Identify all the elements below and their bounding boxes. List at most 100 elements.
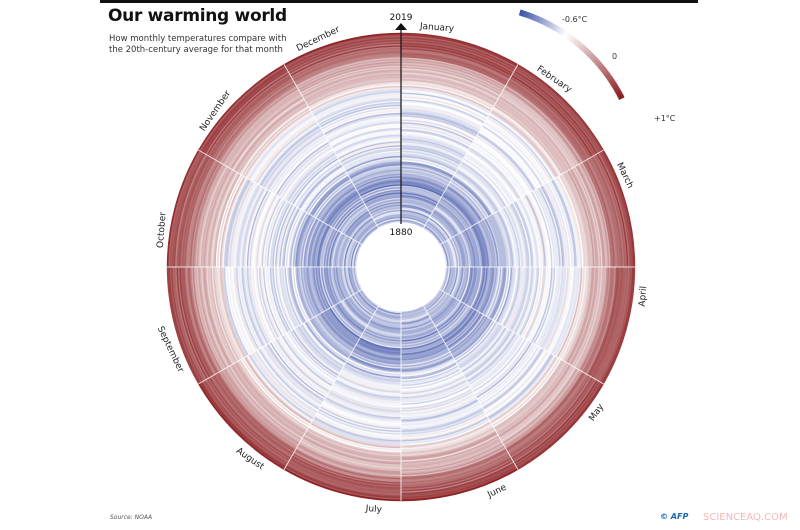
ring-segment [181,157,213,268]
ring-segment [400,342,446,356]
ring-segment [237,103,308,174]
ring-segment [486,216,502,268]
ring-segment [320,226,333,268]
ring-segment [538,266,561,347]
ring-segment [226,92,301,167]
ring-segment [569,168,598,268]
ring-segment [345,298,370,323]
ring-segment [202,68,288,154]
ring-segment [400,182,444,196]
ring-segment [376,308,402,317]
ring-segment [438,199,469,230]
ring-segment [185,266,217,375]
ring-segment [291,266,308,322]
ring-segment [249,353,315,419]
ring-segment [495,361,567,433]
ring-segment [570,266,599,366]
ring-segment [199,382,286,469]
ring-segment [295,55,402,86]
ring-segment [320,186,356,222]
ring-segment [337,302,366,331]
ring-segment [305,219,321,268]
ring-segment [400,53,508,84]
ring-segment [242,357,311,426]
ring-segment [400,363,458,380]
ring-segment [359,290,378,309]
ring-segment [338,235,349,268]
ring-segment [327,230,339,268]
ring-segment [400,394,476,417]
ring-segment [400,175,447,190]
ring-segment [400,349,450,364]
ring-segment [529,191,552,268]
ring-segment [188,160,219,268]
ring-segment [400,50,510,81]
ring-segment [534,266,557,345]
ring-segment [317,409,402,434]
ring-segment [331,266,343,302]
ring-segment [400,35,517,69]
ring-segment [400,309,427,318]
ring-segment [481,266,497,315]
ring-segment [467,266,480,307]
ring-segment [400,135,467,155]
ring-segment [486,117,551,182]
month-label-october: October [156,211,169,248]
ring-segment [311,177,351,217]
ring-segment [400,51,509,83]
ring-segment [478,221,493,268]
ring-segment [400,366,460,384]
ring-segment [514,200,534,268]
ring-segment [400,440,502,469]
ring-segment [262,266,283,337]
ring-segment [204,70,289,155]
ring-segment [574,266,603,368]
ring-segment [319,407,402,432]
ring-segment [339,371,402,390]
ring-segment [313,266,328,311]
ring-segment [540,266,564,349]
ring-segment [297,325,343,371]
ring-segment [507,204,526,268]
ring-segment [321,404,402,427]
ring-segment [587,266,618,376]
ring-segment [338,373,402,392]
ring-segment [505,371,583,449]
ring-segment [281,147,333,199]
month-label-july: July [364,504,383,515]
ring-segment [242,266,266,347]
ring-segment [455,321,498,364]
ring-segment [469,335,522,388]
ring-segment [470,144,524,198]
ring-segment [262,346,322,406]
ring-segment [337,140,402,160]
ring-segment [576,266,606,370]
ring-segment [400,152,459,170]
ring-segment [341,147,402,166]
ring-segment [400,443,504,473]
ring-segment [365,326,402,338]
ring-segment [212,266,240,362]
ring-segment [360,335,402,348]
ring-segment [505,84,584,163]
ring-segment [299,63,402,93]
ring-segment [400,211,429,221]
ring-segment [350,352,402,368]
ring-segment [364,194,402,206]
ring-segment [343,152,402,170]
ring-segment [334,304,364,334]
ring-segment [400,391,474,413]
ring-segment [370,318,402,329]
ring-segment [501,207,520,268]
ring-segment [341,207,368,234]
ring-segment [300,66,402,95]
ring-segment [348,214,372,238]
ring-segment [400,439,502,468]
ring-segment [400,138,466,157]
ring-segment [317,183,354,220]
ring-segment [400,196,437,208]
ring-segment [478,130,538,190]
ring-segment [400,328,438,340]
ring-segment [400,368,461,387]
ring-segment [358,290,378,310]
